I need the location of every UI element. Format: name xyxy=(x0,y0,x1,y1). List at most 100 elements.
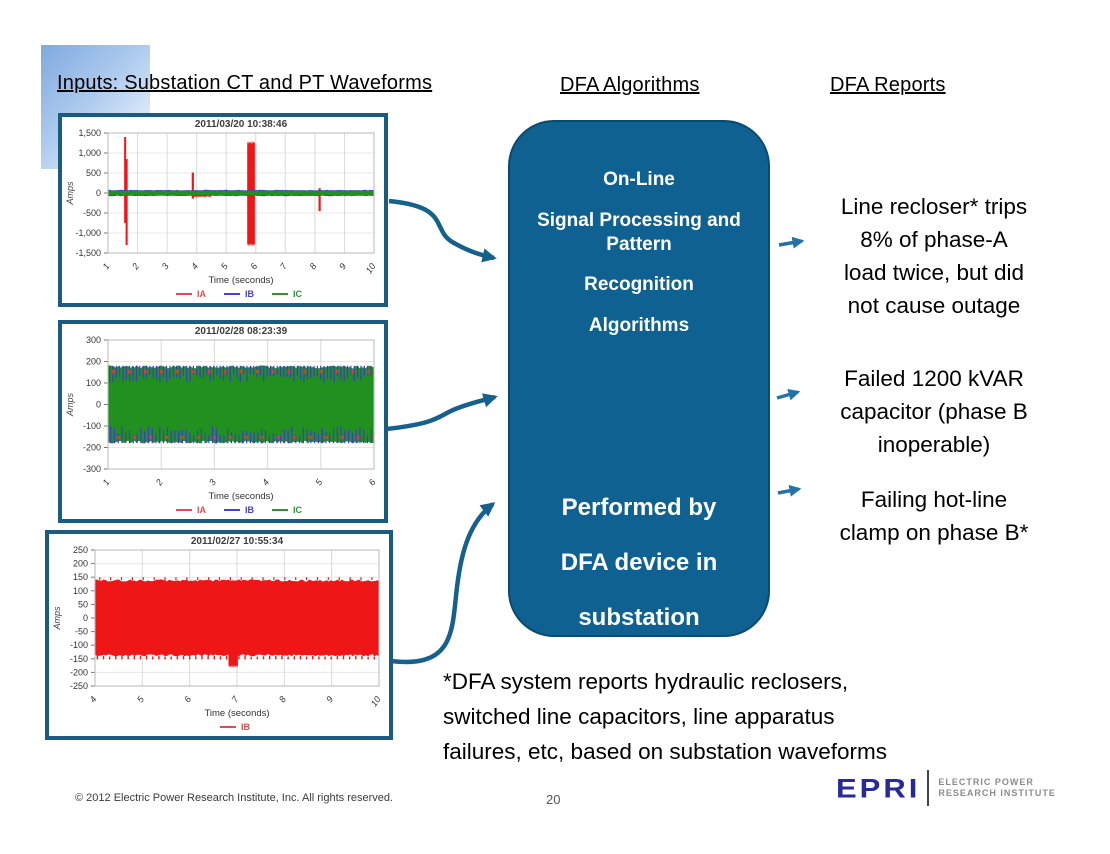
svg-text:1: 1 xyxy=(101,477,112,487)
svg-text:6: 6 xyxy=(367,477,378,487)
waveform-chart-2: 300 200 100 0 -100 -200 -300 1 2 3 4 5 6 2011/02/28 0… xyxy=(62,324,384,519)
svg-text:Time (seconds): Time (seconds) xyxy=(208,491,273,502)
svg-text:100: 100 xyxy=(73,586,88,596)
svg-text:10: 10 xyxy=(369,694,383,708)
svg-text:-500: -500 xyxy=(83,208,101,218)
svg-text:4: 4 xyxy=(189,261,200,271)
algorithm-box-bottom-text: Performed by DFA device in substation xyxy=(510,494,768,632)
svg-text:Amps: Amps xyxy=(65,181,75,206)
algorithm-box-line: Algorithms xyxy=(588,315,690,336)
waveform-chart-1: 1,500 1,000 500 0 -500 -1,000 -1,500 1 2 3 4 5 6 7 8 9 1… xyxy=(62,117,384,303)
algorithm-box-line: Performed by xyxy=(561,494,717,521)
svg-text:-300: -300 xyxy=(83,464,101,474)
svg-text:250: 250 xyxy=(73,545,88,555)
algorithm-box: On-Line Signal Processing and Pattern Re… xyxy=(508,120,770,637)
svg-text:0: 0 xyxy=(96,400,101,410)
svg-text:200: 200 xyxy=(86,357,101,367)
algorithm-box-line: On-Line xyxy=(603,169,675,190)
waveform-panel-3: 250 200 150 100 50 0 -50 -100 -150 -200 -250 4 5 6 7 8 9… xyxy=(45,530,393,740)
svg-text:IB: IB xyxy=(245,505,255,515)
svg-text:5: 5 xyxy=(219,261,231,272)
waveform-panel-2: 300 200 100 0 -100 -200 -300 1 2 3 4 5 6 2011/02/28 0… xyxy=(58,320,388,523)
svg-text:IA: IA xyxy=(197,505,207,515)
svg-text:IC: IC xyxy=(293,505,303,515)
svg-text:100: 100 xyxy=(86,378,101,388)
svg-text:1,500: 1,500 xyxy=(78,128,101,138)
svg-text:1: 1 xyxy=(101,261,112,271)
svg-text:5: 5 xyxy=(135,694,147,705)
svg-text:Time (seconds): Time (seconds) xyxy=(204,708,269,719)
svg-text:8: 8 xyxy=(307,261,318,271)
copyright-text: © 2012 Electric Power Research Institute… xyxy=(75,792,394,804)
svg-text:Amps: Amps xyxy=(65,393,75,418)
svg-text:150: 150 xyxy=(73,572,88,582)
algorithm-box-line: Recognition xyxy=(584,274,694,296)
svg-text:9: 9 xyxy=(324,694,335,704)
epri-logo-tagline-line2: RESEARCH INSTITUTE xyxy=(938,788,1056,798)
epri-logo-tagline: ELECTRIC POWER RESEARCH INSTITUTE xyxy=(938,777,1056,799)
svg-text:0: 0 xyxy=(83,613,88,623)
svg-text:-1,000: -1,000 xyxy=(75,228,101,238)
algorithm-box-line: DFA device in xyxy=(560,549,718,576)
svg-text:IB: IB xyxy=(245,289,255,299)
svg-text:-200: -200 xyxy=(83,443,101,453)
arrow-chart1-to-box xyxy=(388,198,497,263)
footnote: *DFA system reports hydraulic reclosers,… xyxy=(443,669,887,764)
heading-dfa-reports: DFA Reports xyxy=(830,74,946,96)
svg-text:7: 7 xyxy=(278,261,290,272)
svg-text:7: 7 xyxy=(230,694,242,705)
svg-text:9: 9 xyxy=(337,261,348,271)
page-number: 20 xyxy=(546,792,561,807)
svg-text:2011/02/27 10:55:34: 2011/02/27 10:55:34 xyxy=(191,536,284,547)
heading-inputs: Inputs: Substation CT and PT Waveforms xyxy=(57,72,433,94)
algorithm-box-line: substation xyxy=(578,604,700,631)
svg-text:0: 0 xyxy=(96,188,101,198)
heading-dfa-algorithms: DFA Algorithms xyxy=(560,74,700,96)
svg-text:1,000: 1,000 xyxy=(78,148,101,158)
svg-text:10: 10 xyxy=(364,261,378,275)
algorithm-box-line: Signal Processing and Pattern xyxy=(537,209,741,255)
svg-text:8: 8 xyxy=(277,694,288,704)
svg-text:Amps: Amps xyxy=(52,606,62,631)
epri-logo-tagline-line1: ELECTRIC POWER xyxy=(938,777,1034,787)
svg-text:-200: -200 xyxy=(70,667,88,677)
svg-text:-100: -100 xyxy=(83,421,101,431)
svg-text:300: 300 xyxy=(86,335,101,345)
svg-text:4: 4 xyxy=(88,694,99,704)
waveform-panel-1: 1,500 1,000 500 0 -500 -1,000 -1,500 1 2 3 4 5 6 7 8 9 1… xyxy=(58,113,388,307)
waveform-chart-3: 250 200 150 100 50 0 -50 -100 -150 -200 -250 4 5 6 7 8 9… xyxy=(49,534,389,736)
svg-text:6: 6 xyxy=(182,694,193,704)
svg-text:50: 50 xyxy=(78,599,88,609)
svg-text:IC: IC xyxy=(293,289,303,299)
svg-text:500: 500 xyxy=(86,168,101,178)
svg-text:-150: -150 xyxy=(70,654,88,664)
svg-text:2: 2 xyxy=(153,477,165,488)
algorithm-box-top-text: On-Line Signal Processing and Pattern Re… xyxy=(510,168,768,338)
svg-text:-1,500: -1,500 xyxy=(75,248,101,258)
svg-text:2: 2 xyxy=(130,261,142,272)
report-text-1: Line recloser* trips 8% of phase-A load … xyxy=(840,194,1028,318)
report-text-3: Failing hot-line clamp on phase B* xyxy=(839,487,1029,545)
svg-text:IA: IA xyxy=(197,289,207,299)
svg-text:Time (seconds): Time (seconds) xyxy=(208,275,273,286)
svg-text:2011/02/28 08:23:39: 2011/02/28 08:23:39 xyxy=(195,326,288,337)
svg-text:5: 5 xyxy=(313,477,325,488)
arrow-chart3-to-box xyxy=(390,502,496,665)
epri-logo: EPRI ELECTRIC POWER RESEARCH INSTITUTE xyxy=(836,770,1056,806)
svg-text:-250: -250 xyxy=(70,681,88,691)
svg-text:6: 6 xyxy=(248,261,259,271)
svg-text:200: 200 xyxy=(73,559,88,569)
svg-text:-50: -50 xyxy=(75,627,88,637)
svg-text:2011/03/20 10:38:46: 2011/03/20 10:38:46 xyxy=(195,119,288,130)
arrow-chart2-to-box xyxy=(385,393,498,432)
epri-logo-divider xyxy=(927,770,930,806)
epri-logo-brand: EPRI xyxy=(836,772,921,804)
report-text-2: Failed 1200 kVAR capacitor (phase B inop… xyxy=(840,366,1028,457)
svg-text:4: 4 xyxy=(260,477,271,487)
svg-text:3: 3 xyxy=(160,261,171,271)
svg-text:3: 3 xyxy=(207,477,218,487)
